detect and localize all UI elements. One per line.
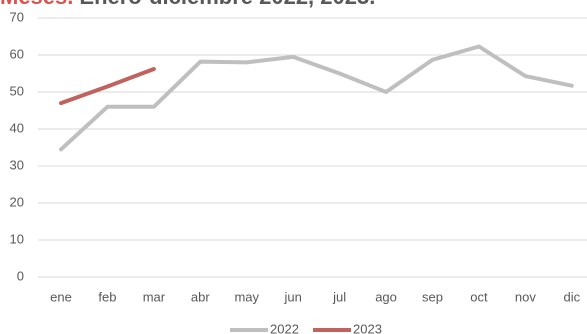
chart-title: Meses. Enero-diciembre 2022, 2023. xyxy=(0,0,375,9)
legend-label: 2023 xyxy=(353,321,382,334)
x-tick-label: feb xyxy=(98,289,116,304)
x-tick-label: jun xyxy=(284,289,302,304)
x-tick-label: oct xyxy=(470,289,488,304)
data-line xyxy=(59,67,156,106)
data-line xyxy=(59,44,574,152)
y-tick-label: 10 xyxy=(10,231,24,246)
y-tick-label: 20 xyxy=(10,194,24,209)
x-tick-label: nov xyxy=(515,289,536,304)
x-tick-label: ene xyxy=(50,289,72,304)
x-tick-label: may xyxy=(234,289,259,304)
title-highlight: Meses. xyxy=(0,0,73,9)
x-tick-label: dic xyxy=(563,289,580,304)
y-tick-label: 70 xyxy=(10,9,24,24)
legend-label: 2022 xyxy=(270,321,299,334)
x-tick-label: jul xyxy=(332,289,346,304)
x-tick-label: ago xyxy=(375,289,397,304)
y-tick-label: 60 xyxy=(10,46,24,61)
x-tick-label: sep xyxy=(422,289,443,304)
y-tick-label: 50 xyxy=(10,83,24,98)
title-text: Enero-diciembre 2022, 2023. xyxy=(79,0,375,9)
y-tick-label: 30 xyxy=(10,157,24,172)
x-tick-label: abr xyxy=(191,289,210,304)
x-tick-label: mar xyxy=(143,289,166,304)
y-tick-label: 0 xyxy=(17,268,24,283)
y-tick-label: 40 xyxy=(10,120,24,135)
